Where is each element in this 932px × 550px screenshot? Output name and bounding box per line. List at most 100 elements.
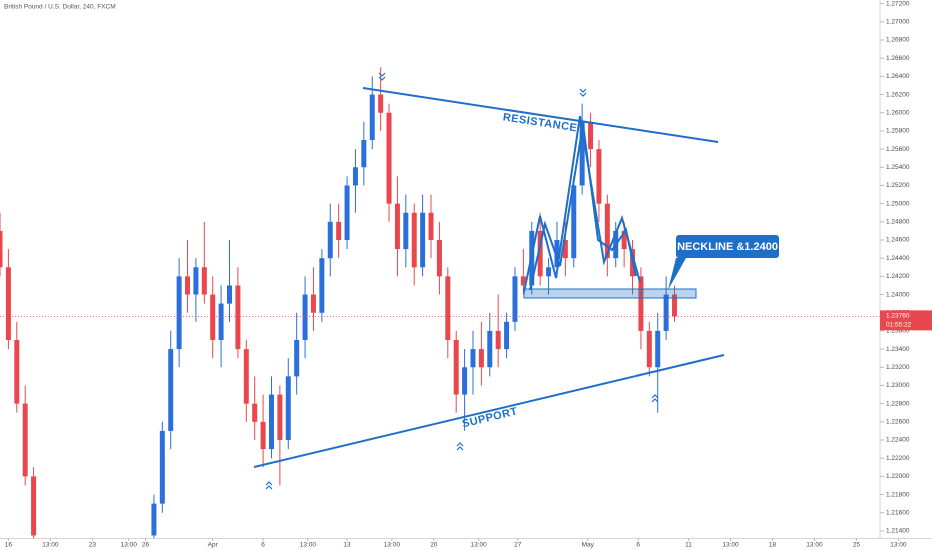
- candles: [0, 67, 880, 538]
- callout-box: [676, 235, 779, 258]
- x-tick-label: 13: [343, 542, 351, 549]
- candle-body: [504, 321, 510, 350]
- candle-body: [554, 240, 560, 268]
- candle-body: [22, 403, 28, 477]
- candle-body: [5, 267, 11, 340]
- candle-body: [243, 349, 249, 404]
- candle-body: [336, 221, 342, 240]
- x-tick-label: 18: [769, 542, 777, 549]
- chevron-up: [456, 442, 464, 451]
- candle-body: [579, 121, 585, 186]
- candle-body: [0, 230, 3, 268]
- chart-title: British Pound / U.S. Dollar, 240, FXCM: [4, 4, 116, 11]
- x-tick-label: 13:00: [300, 542, 317, 549]
- candle-body: [218, 303, 224, 340]
- y-tick-label: 1.22600: [886, 419, 910, 426]
- y-tick-label: 1.27200: [886, 0, 910, 7]
- zigzag-2: [529, 123, 637, 291]
- x-tick-label: 26: [142, 542, 150, 549]
- x-tick-label: 25: [853, 542, 861, 549]
- candle-body: [512, 276, 518, 322]
- chevron-up: [265, 481, 273, 490]
- candle-body: [386, 112, 392, 204]
- candle-body: [571, 185, 577, 259]
- candle-body: [193, 267, 199, 295]
- neckline-label: NECKLINE &1.2400: [677, 241, 778, 253]
- x-tick-label: 13:00: [890, 542, 907, 549]
- candle-body: [537, 230, 543, 277]
- candle-body: [588, 121, 594, 150]
- candle-body: [403, 212, 409, 250]
- x-tick-label: May: [582, 542, 595, 549]
- candle-body: [562, 240, 568, 259]
- candle-body: [369, 94, 375, 140]
- candle-body: [596, 149, 602, 204]
- candle-body: [420, 212, 426, 268]
- y-tick-label: 1.21800: [886, 491, 910, 498]
- candle-body: [361, 140, 367, 168]
- y-tick-label: 1.22000: [886, 473, 910, 480]
- x-tick-label: 13:00: [722, 542, 739, 549]
- price-axis: [880, 0, 932, 550]
- candle-body: [428, 212, 434, 240]
- chevron-down: [579, 88, 587, 97]
- candle-body: [327, 221, 333, 259]
- y-tick-label: 1.23200: [886, 364, 910, 371]
- candle-body: [185, 276, 191, 295]
- neckline-zone: [523, 288, 697, 299]
- candle-body: [378, 94, 384, 113]
- support-line: [253, 354, 725, 468]
- y-tick-label: 1.25800: [886, 128, 910, 135]
- candle-body: [436, 240, 442, 277]
- x-tick-label: 6: [261, 542, 265, 549]
- x-tick-label: 23: [89, 542, 97, 549]
- candle-body: [621, 230, 627, 250]
- candle-body: [319, 258, 325, 313]
- y-tick-label: 1.26600: [886, 55, 910, 62]
- x-tick-label: Apr: [208, 542, 219, 549]
- resistance-line: [362, 87, 719, 143]
- last-price-tag: [880, 310, 932, 331]
- x-tick-label: 13:00: [806, 542, 823, 549]
- candle-body: [445, 276, 451, 340]
- x-tick-label: 11: [685, 542, 692, 549]
- candle-body: [285, 376, 291, 440]
- chevrons: [265, 72, 659, 490]
- chevron-up: [651, 394, 659, 403]
- x-tick-label: 13:00: [384, 542, 401, 549]
- y-tick-label: 1.25000: [886, 200, 910, 207]
- y-tick-label: 1.25200: [886, 182, 910, 189]
- y-tick-label: 1.25400: [886, 164, 910, 171]
- candle-body: [495, 330, 501, 350]
- candle-body: [260, 421, 266, 450]
- candle-body: [344, 185, 350, 240]
- candle-body: [604, 203, 610, 259]
- countdown: 01:55:22: [886, 322, 912, 329]
- x-tick-label: 13:00: [470, 542, 487, 549]
- y-tick-label: 1.26200: [886, 91, 910, 98]
- y-tick-label: 1.22200: [886, 455, 910, 462]
- candle-body: [462, 367, 468, 395]
- y-tick-label: 1.27000: [886, 19, 910, 26]
- candle-body: [277, 394, 283, 440]
- x-tick-label: 13:00: [42, 542, 59, 549]
- candle-body: [394, 203, 400, 250]
- candle-body: [487, 330, 493, 368]
- candle-body: [14, 340, 20, 404]
- candle-body: [646, 330, 652, 368]
- candle-body: [546, 267, 552, 277]
- chevron-down: [378, 72, 386, 81]
- y-tick-label: 1.21600: [886, 509, 910, 516]
- candle-body: [470, 349, 476, 368]
- x-tick-label: 13:00: [121, 542, 138, 549]
- y-tick-label: 1.25600: [886, 146, 910, 153]
- axes: 1.21400 1.21600 1.21800 1.22000 1.22200 1.224…: [5, 0, 932, 549]
- y-tick-label: 1.24600: [886, 237, 910, 244]
- candle-body: [663, 294, 669, 331]
- x-tick-label: 20: [430, 542, 438, 549]
- candle-body: [235, 285, 241, 350]
- candle-body: [268, 394, 274, 450]
- y-tick-label: 1.23000: [886, 382, 910, 389]
- candle-body: [168, 349, 174, 431]
